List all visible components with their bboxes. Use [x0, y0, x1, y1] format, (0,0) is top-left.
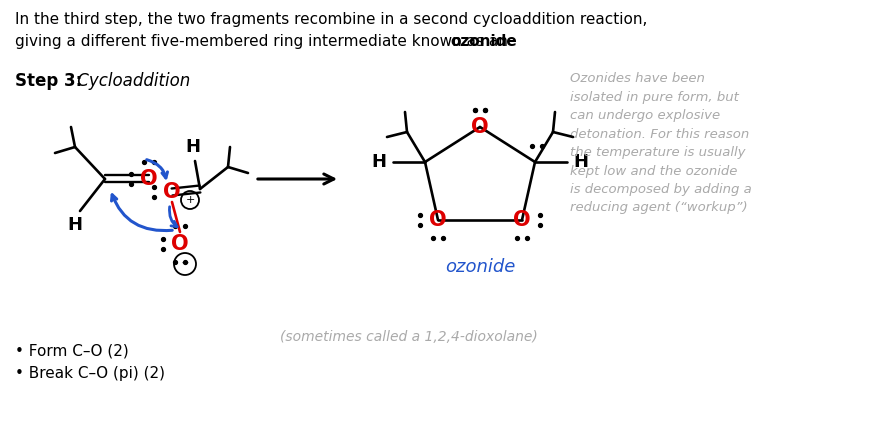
- Text: O: O: [171, 234, 189, 254]
- Text: +: +: [186, 195, 194, 205]
- Text: H: H: [574, 153, 589, 171]
- Text: O: O: [471, 117, 489, 137]
- Text: • Form C–O (2): • Form C–O (2): [15, 344, 129, 359]
- Text: ozonide: ozonide: [445, 258, 515, 276]
- Text: (sometimes called a 1,2,4-dioxolane): (sometimes called a 1,2,4-dioxolane): [280, 330, 538, 344]
- Text: –: –: [181, 257, 188, 271]
- Text: H: H: [371, 153, 386, 171]
- Text: giving a different five-membered ring intermediate known as an: giving a different five-membered ring in…: [15, 34, 512, 49]
- Text: O: O: [429, 210, 447, 230]
- Text: H: H: [67, 216, 82, 234]
- Text: In the third step, the two fragments recombine in a second cycloaddition reactio: In the third step, the two fragments rec…: [15, 12, 647, 27]
- Text: O: O: [513, 210, 531, 230]
- Text: H: H: [186, 138, 201, 156]
- Text: ozonide: ozonide: [450, 34, 517, 49]
- Text: • Break C–O (pi) (2): • Break C–O (pi) (2): [15, 366, 165, 381]
- Text: Cycloaddition: Cycloaddition: [72, 72, 190, 90]
- Text: O: O: [140, 169, 158, 189]
- Text: Step 3:: Step 3:: [15, 72, 82, 90]
- Text: Ozonides have been
isolated in pure form, but
can undergo explosive
detonation. : Ozonides have been isolated in pure form…: [570, 72, 752, 214]
- Text: O: O: [163, 182, 180, 202]
